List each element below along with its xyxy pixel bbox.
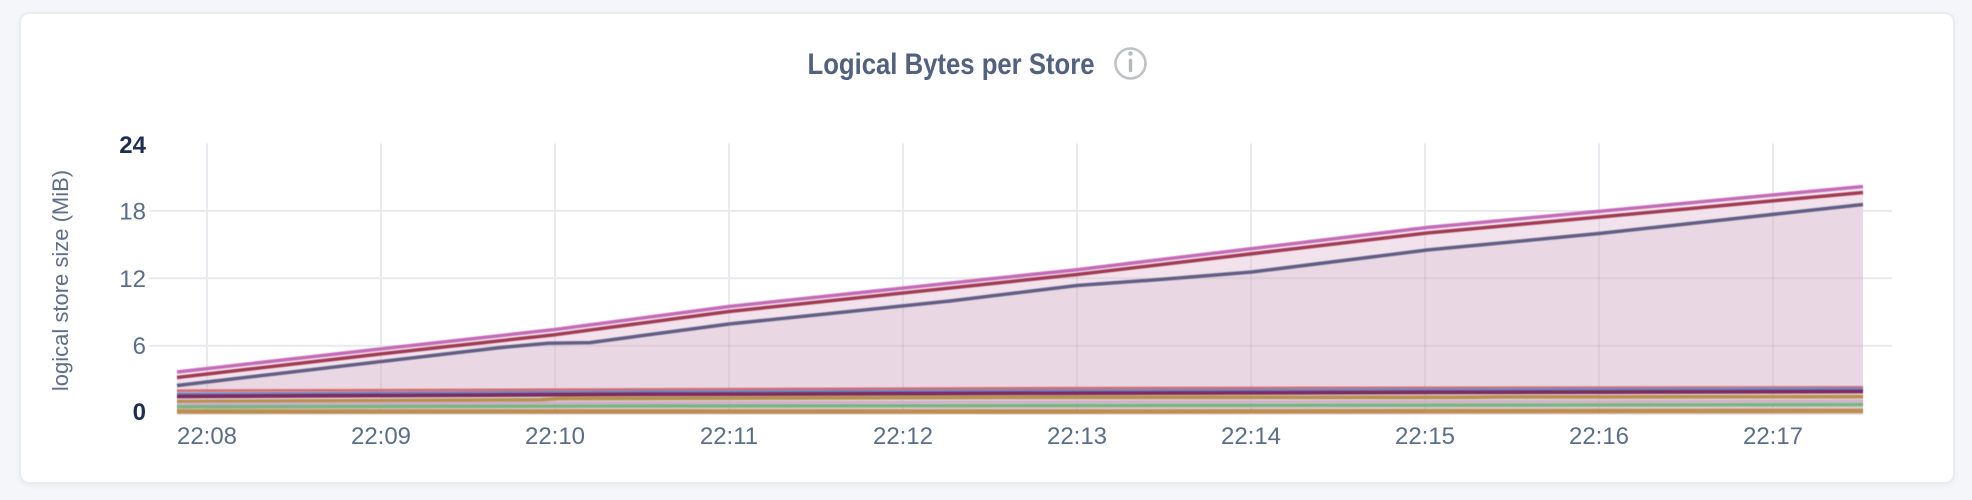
svg-text:24: 24 [119, 132, 146, 159]
svg-text:22:13: 22:13 [1047, 423, 1107, 450]
svg-text:0: 0 [133, 399, 146, 426]
svg-text:12: 12 [119, 266, 146, 293]
svg-text:logical store size (MiB): logical store size (MiB) [48, 170, 73, 391]
svg-text:18: 18 [119, 198, 146, 225]
svg-text:22:09: 22:09 [351, 423, 411, 450]
svg-text:Logical Bytes per Store: Logical Bytes per Store [808, 48, 1095, 81]
svg-text:22:15: 22:15 [1395, 423, 1455, 450]
svg-text:22:12: 22:12 [873, 423, 933, 450]
svg-text:22:17: 22:17 [1743, 423, 1803, 450]
svg-text:22:08: 22:08 [177, 423, 237, 450]
svg-text:22:11: 22:11 [700, 423, 758, 450]
svg-text:22:14: 22:14 [1221, 423, 1281, 450]
svg-text:22:10: 22:10 [525, 423, 585, 450]
svg-text:6: 6 [133, 333, 146, 360]
svg-text:22:16: 22:16 [1569, 423, 1629, 450]
